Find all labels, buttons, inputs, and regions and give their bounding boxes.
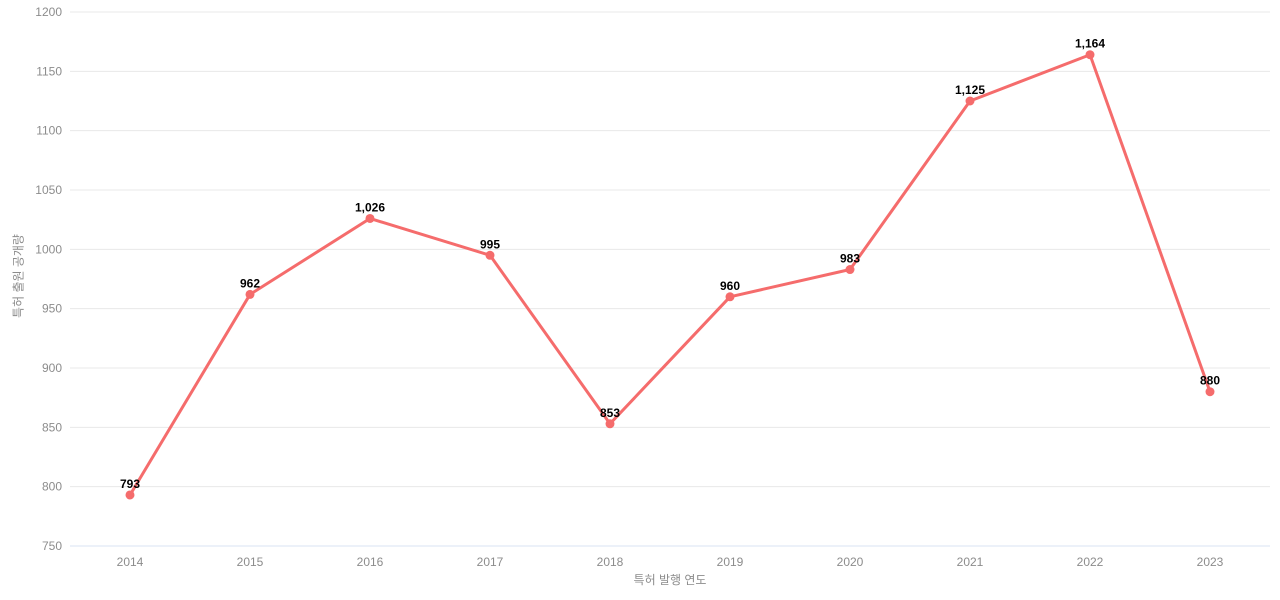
x-tick-label: 2020 (837, 555, 864, 569)
y-tick-label: 800 (42, 480, 62, 494)
data-point[interactable] (365, 213, 375, 223)
data-point-label: 1,026 (355, 200, 385, 214)
y-tick-label: 1200 (35, 5, 62, 19)
data-point-label: 1,164 (1075, 37, 1105, 51)
data-point-label: 962 (240, 276, 260, 290)
y-tick-label: 1000 (35, 242, 62, 256)
x-tick-label: 2023 (1197, 555, 1224, 569)
y-tick-label: 900 (42, 361, 62, 375)
y-tick-label: 750 (42, 539, 62, 553)
data-point-label: 995 (480, 237, 500, 251)
data-point[interactable] (245, 289, 255, 299)
y-tick-label: 850 (42, 420, 62, 434)
x-tick-label: 2015 (237, 555, 264, 569)
y-tick-label: 1050 (35, 183, 62, 197)
x-tick-label: 2017 (477, 555, 504, 569)
x-tick-label: 2022 (1077, 555, 1104, 569)
x-tick-label: 2018 (597, 555, 624, 569)
data-point[interactable] (845, 265, 855, 275)
data-point-label: 793 (120, 477, 140, 491)
data-point[interactable] (485, 250, 495, 260)
x-tick-label: 2016 (357, 555, 384, 569)
data-point-label: 853 (600, 406, 620, 420)
y-tick-label: 1100 (36, 124, 62, 138)
data-point[interactable] (965, 96, 975, 106)
line-series (128, 53, 1212, 497)
x-axis-title: 특허 발행 연도 (633, 573, 707, 587)
data-point[interactable] (1085, 50, 1095, 60)
data-point-label: 880 (1200, 374, 1220, 388)
data-point-label: 960 (720, 279, 740, 293)
data-point[interactable] (725, 292, 735, 302)
y-tick-label: 1150 (36, 64, 62, 78)
y-tick-label: 950 (42, 302, 62, 316)
data-point[interactable] (125, 490, 135, 500)
y-axis-title: 특허 출원 공개량 (11, 234, 26, 318)
data-point[interactable] (605, 419, 615, 429)
data-point-label: 983 (840, 252, 860, 266)
x-tick-label: 2014 (117, 555, 144, 569)
data-point-label: 1,125 (955, 83, 985, 97)
data-point[interactable] (1205, 387, 1215, 397)
x-tick-label: 2021 (957, 555, 984, 569)
x-tick-label: 2019 (717, 555, 744, 569)
